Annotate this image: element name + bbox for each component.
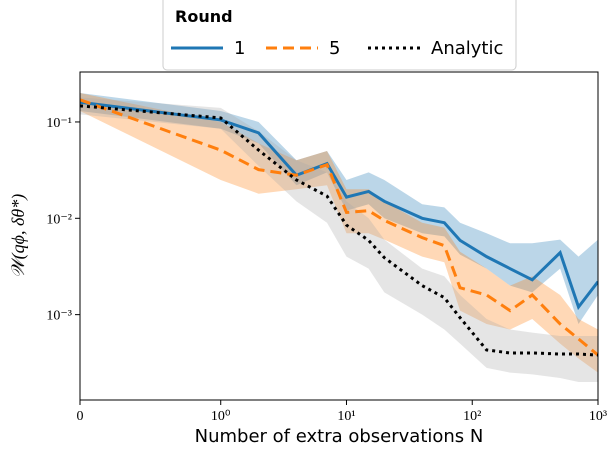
legend-items: 1 5 Analytic xyxy=(171,38,503,59)
bands xyxy=(80,92,598,382)
plot-frame xyxy=(79,71,599,401)
x-tick-label: 10³ xyxy=(589,409,607,424)
x-axis-label: Number of extra observations N xyxy=(195,426,484,447)
legend-label: Analytic xyxy=(431,38,503,59)
series-line xyxy=(80,104,598,357)
x-tick-label: 0 xyxy=(77,409,84,424)
y-axis-label: 𝒲(qϕ, δθ*) xyxy=(8,194,29,278)
legend: Round 1 5 Analytic xyxy=(162,0,517,71)
lines xyxy=(80,98,598,357)
x-tick-label: 10¹ xyxy=(337,409,355,424)
series-line xyxy=(80,100,598,311)
error-band xyxy=(80,92,598,373)
x-tick-label: 10⁰ xyxy=(211,409,231,424)
y-tick-label: 10⁻³ xyxy=(46,309,72,324)
axes: 0 10⁰ 10¹ 10² 10³ 10⁻³ 10⁻² 10⁻¹ xyxy=(46,116,607,424)
legend-label: 5 xyxy=(329,38,340,59)
legend-title: Round xyxy=(175,7,233,26)
y-tick-label: 10⁻¹ xyxy=(46,116,72,131)
error-band xyxy=(80,97,598,382)
error-band xyxy=(80,92,598,324)
legend-box xyxy=(162,0,517,71)
legend-label: 1 xyxy=(234,38,245,59)
x-tick-label: 10² xyxy=(463,409,481,424)
series-line xyxy=(80,98,598,357)
y-tick-label: 10⁻² xyxy=(46,212,72,227)
